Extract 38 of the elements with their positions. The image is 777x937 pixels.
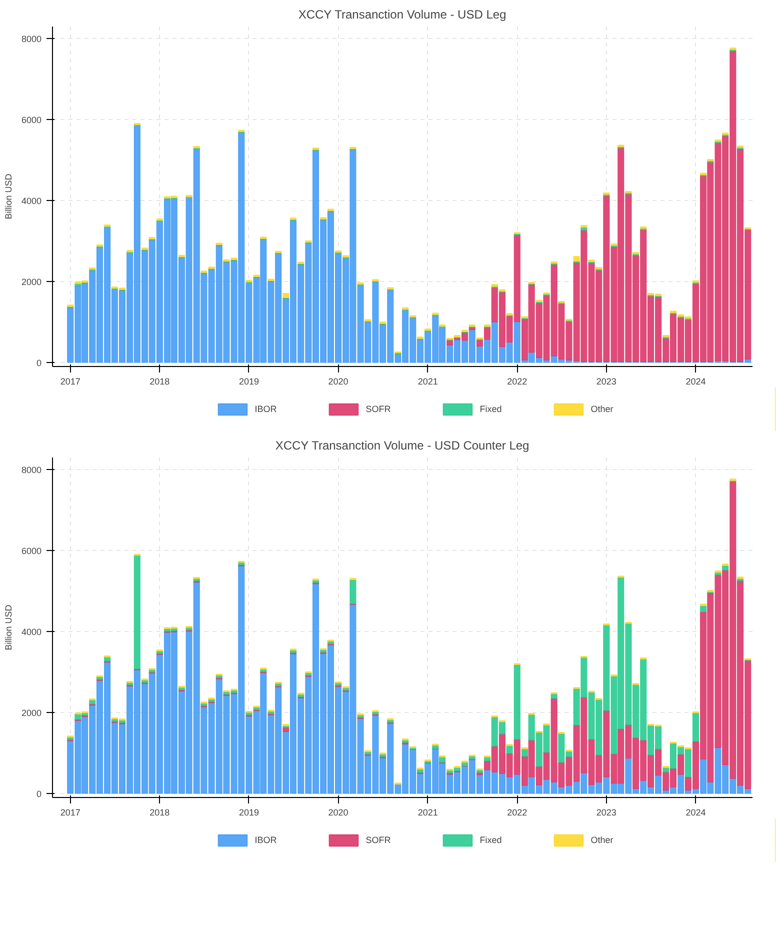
legend-label: IBOR xyxy=(254,835,277,845)
x-tick-label: 2019 xyxy=(238,808,259,818)
y-tick-label: 2000 xyxy=(21,708,42,718)
x-tick-label: 2020 xyxy=(328,376,348,386)
y-tick-label: 6000 xyxy=(21,115,42,126)
x-tick-label: 2024 xyxy=(686,808,706,818)
y-tick-label: 0 xyxy=(36,358,42,368)
legend-label: Other xyxy=(590,835,614,845)
y-tick-label: 4000 xyxy=(21,627,42,638)
x-tick-label: 2024 xyxy=(686,376,706,386)
chart-title: XCCY Transanction Volume - USD Counter Leg xyxy=(275,438,530,452)
legend-label: Other xyxy=(590,404,614,414)
x-tick-label: 2023 xyxy=(596,808,616,818)
legend-label: Fixed xyxy=(480,404,502,414)
y-tick-label: 4000 xyxy=(21,196,42,206)
x-tick-label: 2021 xyxy=(418,808,438,818)
x-tick-label: 2020 xyxy=(328,808,348,818)
x-tick-label: 2019 xyxy=(238,376,259,386)
x-tick-label: 2018 xyxy=(150,376,170,386)
x-tick-label: 2021 xyxy=(418,376,438,386)
y-axis-title: Billion USD xyxy=(3,604,14,650)
y-tick-label: 8000 xyxy=(21,465,42,476)
x-tick-label: 2023 xyxy=(596,376,616,386)
y-tick-label: 8000 xyxy=(21,34,42,44)
y-tick-label: 2000 xyxy=(21,277,42,287)
x-tick-label: 2018 xyxy=(150,808,170,818)
x-tick-label: 2017 xyxy=(60,376,80,386)
x-tick-label: 2022 xyxy=(507,808,528,818)
y-tick-label: 0 xyxy=(36,788,42,799)
y-tick-label: 6000 xyxy=(21,546,42,556)
x-tick-label: 2017 xyxy=(60,808,80,818)
chart-title: XCCY Transanction Volume - USD Leg xyxy=(298,8,506,22)
legend-label: Fixed xyxy=(480,835,502,845)
legend-label: SOFR xyxy=(366,835,391,845)
legend-label: IBOR xyxy=(254,404,277,414)
y-axis-title: Billion USD xyxy=(3,173,14,220)
x-tick-label: 2022 xyxy=(507,376,528,386)
legend-label: SOFR xyxy=(366,404,391,414)
